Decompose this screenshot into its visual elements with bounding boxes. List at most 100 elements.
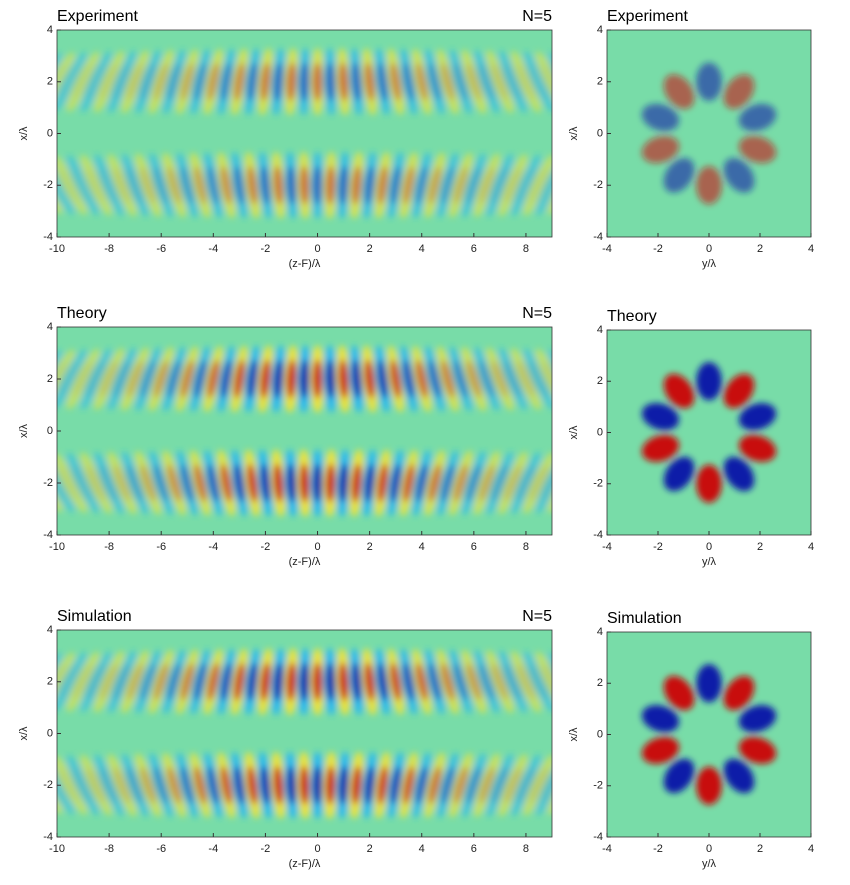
y-tick-label: -4 xyxy=(43,231,53,243)
field-halo xyxy=(57,155,88,216)
field-lobe xyxy=(260,359,271,399)
field-lobe xyxy=(552,62,579,101)
y-tick-label: -2 xyxy=(593,179,603,191)
y-tick-label: 2 xyxy=(597,375,603,387)
field-lobe xyxy=(516,663,535,700)
field-lobe xyxy=(542,664,552,700)
field-lobe xyxy=(286,463,297,503)
field-lobe xyxy=(299,359,310,399)
field-lobe xyxy=(220,359,233,399)
field-lobe xyxy=(16,360,45,398)
field-lobe xyxy=(233,463,245,503)
field-lobe xyxy=(466,766,482,804)
field-lobe xyxy=(167,166,182,204)
x-tick-label: -10 xyxy=(49,243,65,255)
field-lobe xyxy=(351,765,362,805)
field-lobe xyxy=(663,456,695,492)
field-lobe xyxy=(0,465,7,502)
x-tick-label: -4 xyxy=(602,243,612,255)
field-lobe xyxy=(696,664,722,703)
field-lobe xyxy=(723,456,755,492)
field-lobe xyxy=(696,362,722,401)
field-lobe xyxy=(338,359,349,399)
x-tick-label: -4 xyxy=(208,541,218,553)
field-lobe xyxy=(428,766,442,805)
field-lobe xyxy=(723,158,755,193)
field-lobe xyxy=(516,361,535,397)
x-tick-label: 0 xyxy=(314,843,320,855)
field-lobe xyxy=(441,166,455,205)
field-lobe xyxy=(73,465,93,501)
field-lobe xyxy=(402,463,415,503)
field-lobe xyxy=(180,62,195,101)
x-tick-label: -2 xyxy=(261,541,271,553)
y-tick-label: -2 xyxy=(593,478,603,490)
x-tick-label: 4 xyxy=(419,243,425,255)
x-tick-label: -2 xyxy=(653,843,663,855)
field-halo xyxy=(554,346,601,412)
field-lobe xyxy=(696,464,722,503)
field-lobe xyxy=(207,766,220,805)
field-lobe xyxy=(207,463,220,503)
field-lobe xyxy=(390,62,402,101)
field-lobe xyxy=(428,166,442,205)
panel-title: Experiment xyxy=(57,8,138,25)
field-lobe xyxy=(641,135,680,164)
field-lobe xyxy=(113,63,131,100)
x-tick-label: -4 xyxy=(602,843,612,855)
field-lobe xyxy=(153,464,169,502)
field-lobe xyxy=(73,664,93,700)
field-lobe xyxy=(351,62,362,102)
field-lobe xyxy=(30,360,58,398)
x-tick-label: -10 xyxy=(49,843,65,855)
field-lobe xyxy=(273,62,284,102)
y-tick-label: -2 xyxy=(43,779,53,791)
field-halo xyxy=(554,649,601,715)
field-lobe xyxy=(491,767,509,804)
field-lobe xyxy=(260,165,271,205)
field-halo xyxy=(66,51,100,112)
field-halo xyxy=(0,650,31,714)
x-tick-label: 8 xyxy=(523,843,529,855)
x-axis-label: (z-F)/λ xyxy=(289,858,321,870)
field-lobe xyxy=(273,765,284,805)
field-lobe xyxy=(100,361,119,397)
x-tick-label: -2 xyxy=(261,243,271,255)
field-lobe xyxy=(16,663,45,701)
heatmap-background xyxy=(607,330,811,535)
field-lobe xyxy=(233,662,245,701)
field-lobe xyxy=(351,165,362,205)
x-axis-label: (z-F)/λ xyxy=(289,556,321,568)
field-lobe xyxy=(126,663,144,700)
field-lobe xyxy=(466,663,482,701)
x-tick-label: 4 xyxy=(419,843,425,855)
field-lobe xyxy=(86,361,106,397)
heatmap-field xyxy=(0,648,601,819)
field-halo xyxy=(57,755,76,815)
field-halo xyxy=(0,753,43,817)
field-lobe xyxy=(696,766,722,805)
x-tick-label: 0 xyxy=(314,541,320,553)
field-lobe xyxy=(126,63,144,100)
field-halo xyxy=(57,349,76,409)
field-lobe xyxy=(220,766,233,805)
field-lobe xyxy=(140,663,157,701)
field-halo xyxy=(0,50,43,114)
x-tick-label: 0 xyxy=(706,843,712,855)
field-lobe xyxy=(641,736,680,764)
field-lobe xyxy=(516,465,535,501)
panel-annotation: N=5 xyxy=(522,305,552,322)
field-lobe xyxy=(0,767,7,804)
field-lobe xyxy=(73,767,93,803)
field-lobe xyxy=(180,360,195,398)
x-tick-label: 4 xyxy=(808,243,814,255)
field-halo xyxy=(0,451,31,515)
x-tick-label: 4 xyxy=(808,541,814,553)
field-lobe xyxy=(167,464,182,502)
y-tick-label: 2 xyxy=(47,373,53,385)
panel: -4 -2 0 2 4 -4 -2 0 2 4 y/λ x/λ Experiment xyxy=(568,8,814,270)
field-lobe xyxy=(299,765,310,805)
field-lobe xyxy=(299,463,310,503)
field-lobe xyxy=(325,662,336,702)
field-lobe xyxy=(542,767,552,803)
